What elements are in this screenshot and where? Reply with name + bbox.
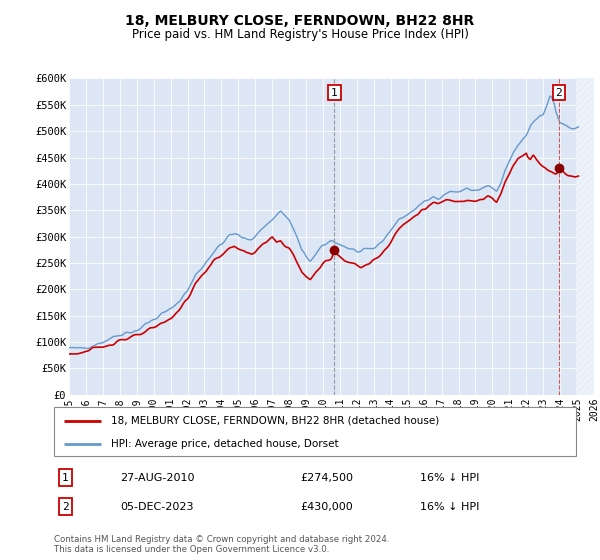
Text: 18, MELBURY CLOSE, FERNDOWN, BH22 8HR: 18, MELBURY CLOSE, FERNDOWN, BH22 8HR <box>125 14 475 28</box>
Bar <box>576 78 594 395</box>
Text: 18, MELBURY CLOSE, FERNDOWN, BH22 8HR (detached house): 18, MELBURY CLOSE, FERNDOWN, BH22 8HR (d… <box>112 416 440 426</box>
Text: 27-AUG-2010: 27-AUG-2010 <box>120 473 194 483</box>
Text: Price paid vs. HM Land Registry's House Price Index (HPI): Price paid vs. HM Land Registry's House … <box>131 28 469 41</box>
Bar <box>576 78 594 395</box>
Text: 1: 1 <box>62 473 69 483</box>
Text: 05-DEC-2023: 05-DEC-2023 <box>120 502 193 512</box>
Text: 2: 2 <box>556 87 562 97</box>
Text: 2: 2 <box>62 502 69 512</box>
FancyBboxPatch shape <box>54 407 576 456</box>
Text: 1: 1 <box>331 87 338 97</box>
Text: 16% ↓ HPI: 16% ↓ HPI <box>420 473 479 483</box>
Text: HPI: Average price, detached house, Dorset: HPI: Average price, detached house, Dors… <box>112 439 339 449</box>
Text: £430,000: £430,000 <box>300 502 353 512</box>
Text: Contains HM Land Registry data © Crown copyright and database right 2024.
This d: Contains HM Land Registry data © Crown c… <box>54 535 389 554</box>
Text: 16% ↓ HPI: 16% ↓ HPI <box>420 502 479 512</box>
Text: £274,500: £274,500 <box>300 473 353 483</box>
